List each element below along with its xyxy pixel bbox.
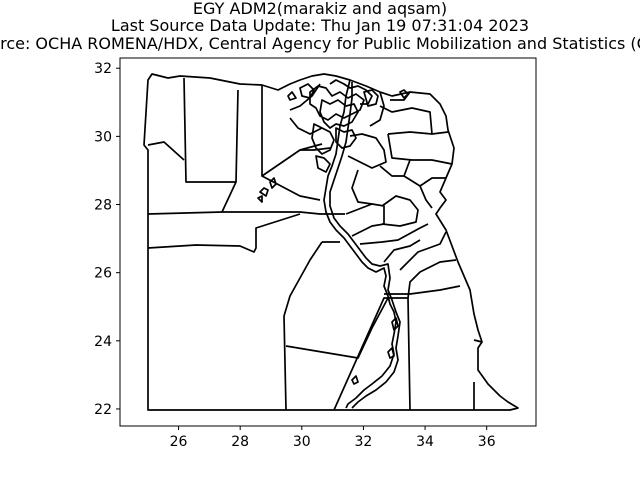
delta-boundaries [309,85,365,121]
boundary-line [403,159,446,187]
boundary-line [221,181,237,213]
boundary-line [379,165,404,177]
boundary-line [387,133,453,165]
lake-feature [387,347,395,359]
y-tick-label: 28 [94,198,112,214]
map-update-line: Last Source Data Update: Thu Jan 19 07:3… [110,16,530,35]
delta-boundaries [329,79,373,105]
boundary-line [407,259,457,299]
boundary-line [261,85,323,177]
x-tick-label: 30 [293,434,311,450]
boundary-line [289,83,321,111]
boundary-line [419,185,433,209]
boundary-line [333,297,411,411]
lake-feature [351,375,359,385]
y-tick-label: 26 [94,266,112,282]
boundary-line [147,141,185,161]
oasis-feature [259,187,269,197]
boundary-line [289,117,323,135]
x-tick-label: 36 [478,434,496,450]
boundary-line [399,231,447,271]
boundary-line [283,241,323,411]
boundary-line [147,213,301,253]
boundary-line [183,77,239,183]
boundary-line [261,175,321,201]
x-axis-ticks: 26 28 30 32 34 36 [170,426,496,450]
boundary-line [379,105,433,135]
oasis-feature [257,195,263,203]
x-tick-label: 26 [170,434,188,450]
nile-valley-outline [323,79,397,409]
boundary-line [347,133,387,169]
boundary-line [147,211,345,215]
boundary-line [387,131,449,135]
y-axis-ticks: 22 24 26 28 30 32 [94,61,120,418]
y-tick-label: 30 [94,129,112,145]
boundary-line [359,223,429,245]
boundary-line [369,91,385,127]
country-outline [143,73,519,411]
x-tick-label: 28 [231,434,249,450]
y-tick-label: 24 [94,334,112,350]
lake-feature [391,317,399,331]
boundary-line [345,203,385,237]
boundary-line [285,297,389,359]
map-title-block: EGY ADM2(marakiz and aqsam) Last Source … [0,0,640,56]
delta-boundaries [319,99,359,129]
delta-boundaries [299,83,315,99]
map-source-line: Source: OCHA ROMENA/HDX, Central Agency … [0,34,640,53]
boundary-line [383,239,421,263]
y-tick-label: 22 [94,402,112,418]
map-title: EGY ADM2(marakiz and aqsam) [192,0,448,18]
delta-boundaries [311,123,335,155]
x-tick-label: 34 [416,434,434,450]
nile-valley-outline [329,82,401,409]
delta-boundaries [335,127,357,149]
plot-frame [119,57,537,427]
boundary-line [384,285,461,295]
boundary-line [381,195,419,227]
boundary-line [473,339,483,343]
y-tick-label: 32 [94,61,112,77]
coastal-feature [399,89,409,99]
delta-boundaries [315,155,331,173]
x-tick-label: 32 [355,434,373,450]
boundary-line [351,169,373,205]
coastal-feature [287,91,297,101]
boundary-line [300,147,331,151]
delta-boundaries [363,89,379,107]
oasis-feature [269,177,277,189]
admin-boundaries [143,73,519,411]
